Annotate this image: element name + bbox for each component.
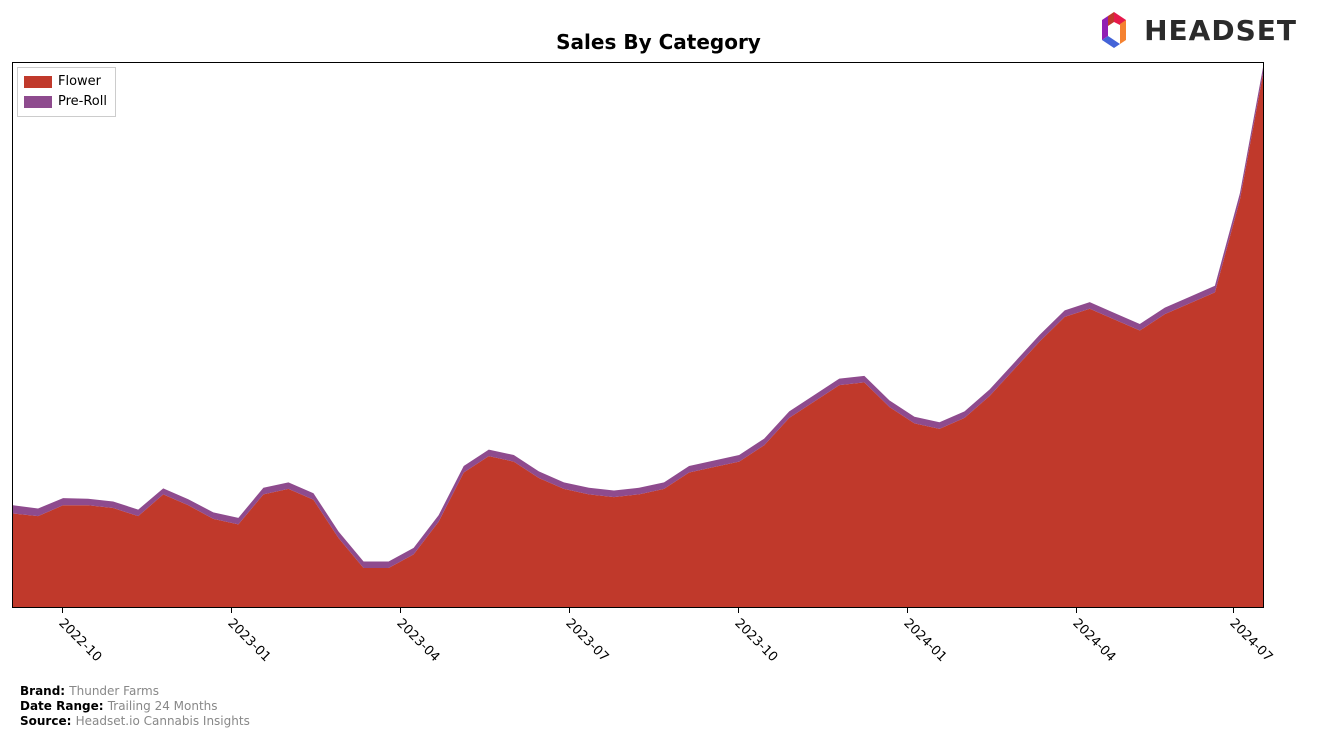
legend-swatch: [24, 96, 52, 108]
x-tick-mark: [231, 608, 232, 613]
x-tick-label: 2024-01: [901, 616, 950, 665]
x-tick-mark: [400, 608, 401, 613]
meta-value: Headset.io Cannabis Insights: [76, 714, 250, 728]
meta-label: Date Range:: [20, 699, 108, 713]
x-tick-label: 2024-04: [1070, 616, 1119, 665]
chart-plot-area: Flower Pre-Roll: [12, 62, 1264, 608]
x-tick-label: 2023-07: [563, 616, 612, 665]
x-tick-label: 2024-07: [1226, 616, 1275, 665]
meta-label: Brand:: [20, 684, 69, 698]
meta-value: Thunder Farms: [69, 684, 159, 698]
x-tick-mark: [907, 608, 908, 613]
meta-line: Source: Headset.io Cannabis Insights: [20, 714, 250, 728]
meta-line: Date Range: Trailing 24 Months: [20, 699, 218, 713]
meta-line: Brand: Thunder Farms: [20, 684, 159, 698]
legend-item: Pre-Roll: [24, 92, 107, 112]
x-tick-label: 2023-10: [732, 616, 781, 665]
x-tick-mark: [1233, 608, 1234, 613]
meta-value: Trailing 24 Months: [108, 699, 218, 713]
legend-item: Flower: [24, 72, 107, 92]
x-tick-mark: [62, 608, 63, 613]
meta-label: Source:: [20, 714, 76, 728]
chart-legend: Flower Pre-Roll: [17, 67, 116, 117]
x-tick-mark: [738, 608, 739, 613]
x-tick-mark: [1076, 608, 1077, 613]
x-tick-label: 2023-04: [394, 616, 443, 665]
legend-swatch: [24, 76, 52, 88]
legend-label: Flower: [58, 72, 101, 92]
x-tick-label: 2023-01: [224, 616, 273, 665]
stacked-area-svg: [13, 63, 1264, 608]
x-tick-mark: [569, 608, 570, 613]
legend-label: Pre-Roll: [58, 92, 107, 112]
area-series-flower: [13, 63, 1264, 608]
chart-title: Sales By Category: [0, 30, 1317, 54]
x-tick-label: 2022-10: [55, 616, 104, 665]
